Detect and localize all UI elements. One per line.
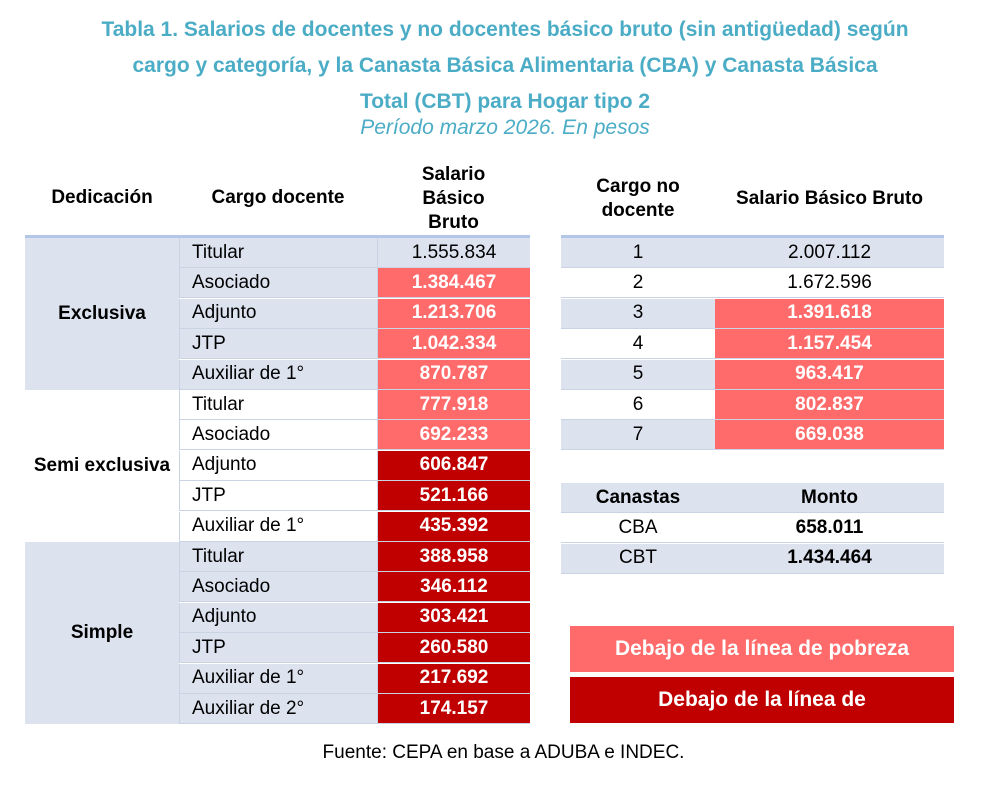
cargo-docente-cell: Auxiliar de 1° (179, 359, 377, 390)
salario-docente-cell: 217.692 (377, 663, 530, 694)
salario-no-docente-cell: 1.672.596 (715, 268, 944, 299)
salario-no-docente-cell: 1.391.618 (715, 298, 944, 329)
header-salario-no-docente: Salario Básico Bruto (736, 188, 923, 209)
cargo-docente-cell: JTP (179, 481, 377, 512)
salario-docente-cell: 1.384.467 (377, 268, 530, 299)
title-line-3: Total (CBT) para Hogar tipo 2 (359, 90, 651, 113)
cargo-docente-cell: JTP (179, 329, 377, 360)
table-title: Tabla 1. Salarios de docentes y no docen… (10, 12, 1000, 120)
canasta-name-cell: CBT (561, 543, 715, 574)
header-monto: Monto (715, 483, 944, 513)
salario-docente-cell: 777.918 (377, 390, 530, 420)
salario-no-docente-cell: 669.038 (715, 420, 944, 451)
cargo-docente-cell: Auxiliar de 1° (179, 511, 377, 542)
cargo-docente-cell: Asociado (179, 268, 377, 299)
canasta-name-cell: CBA (561, 513, 715, 544)
salario-no-docente-cell: 963.417 (715, 359, 944, 390)
salario-docente-cell: 303.421 (377, 602, 530, 633)
salario-docente-cell: 1.213.706 (377, 298, 530, 329)
dedicacion-group: Exclusiva (25, 238, 179, 390)
cargo-docente-cell: Adjunto (179, 602, 377, 633)
source-note: Fuente: CEPA en base a ADUBA e INDEC. (322, 742, 685, 763)
cargo-docente-cell: Adjunto (179, 298, 377, 329)
cargo-docente-cell: Asociado (179, 420, 377, 451)
header-cargo-no-docente: Cargo no docente (596, 176, 680, 221)
canasta-monto-cell: 658.011 (715, 513, 944, 544)
salario-no-docente-cell: 2.007.112 (715, 238, 944, 268)
cargo-no-docente-cell: 3 (561, 298, 715, 329)
salario-no-docente-cell: 1.157.454 (715, 329, 944, 360)
salario-docente-cell: 388.958 (377, 542, 530, 572)
header-rule-docentes (25, 235, 530, 238)
salario-docente-cell: 692.233 (377, 420, 530, 451)
cargo-docente-cell: Auxiliar de 2° (179, 694, 377, 724)
salario-no-docente-cell: 802.837 (715, 390, 944, 420)
title-line-1: Tabla 1. Salarios de docentes y no docen… (101, 18, 909, 41)
cargo-no-docente-cell: 5 (561, 359, 715, 390)
cargo-no-docente-cell: 1 (561, 238, 715, 268)
cargo-docente-cell: Titular (179, 238, 377, 268)
legend-indigencia: Debajo de la línea de (570, 677, 954, 723)
table-subtitle: Período marzo 2026. En pesos (360, 116, 650, 139)
cargo-docente-cell: JTP (179, 633, 377, 664)
cargo-docente-cell: Asociado (179, 572, 377, 603)
salario-docente-cell: 521.166 (377, 481, 530, 512)
salario-docente-cell: 260.580 (377, 633, 530, 664)
header-canastas: Canastas (561, 483, 715, 513)
canasta-monto-cell: 1.434.464 (715, 543, 944, 574)
header-cargo-docente: Cargo docente (211, 187, 345, 208)
salario-docente-cell: 606.847 (377, 450, 530, 481)
salario-docente-cell: 346.112 (377, 572, 530, 603)
cargo-docente-cell: Adjunto (179, 450, 377, 481)
header-salario-docente: Salario Básico Bruto (421, 164, 486, 233)
cargo-no-docente-cell: 4 (561, 329, 715, 360)
cargo-docente-cell: Auxiliar de 1° (179, 663, 377, 694)
salario-docente-cell: 1.042.334 (377, 329, 530, 360)
title-line-2: cargo y categoría, y la Canasta Básica A… (132, 54, 878, 77)
cargo-no-docente-cell: 7 (561, 420, 715, 451)
dedicacion-group: Simple (25, 542, 179, 725)
dedicacion-group: Semi exclusiva (33, 455, 171, 476)
legend-pobreza: Debajo de la línea de pobreza (570, 626, 954, 672)
salario-docente-cell: 174.157 (377, 694, 530, 724)
header-dedicacion: Dedicación (51, 187, 153, 208)
cargo-no-docente-cell: 2 (561, 268, 715, 299)
salario-docente-cell: 1.555.834 (377, 238, 530, 268)
salario-docente-cell: 870.787 (377, 359, 530, 390)
header-rule-no-docentes (561, 235, 944, 238)
cargo-docente-cell: Titular (179, 542, 377, 572)
cargo-docente-cell: Titular (179, 390, 377, 420)
salario-docente-cell: 435.392 (377, 511, 530, 542)
cargo-no-docente-cell: 6 (561, 390, 715, 420)
